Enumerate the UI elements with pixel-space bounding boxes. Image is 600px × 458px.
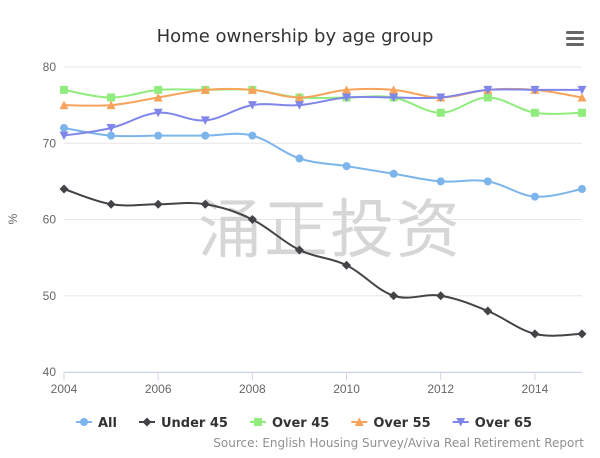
legend-item[interactable]: All bbox=[76, 416, 117, 431]
series bbox=[59, 85, 587, 339]
data-point[interactable] bbox=[201, 131, 210, 140]
data-point[interactable] bbox=[483, 177, 492, 186]
hamburger-icon bbox=[566, 31, 584, 34]
data-point[interactable] bbox=[60, 124, 68, 132]
x-tick-label: 2014 bbox=[522, 382, 549, 396]
legend-label: Over 45 bbox=[272, 416, 329, 431]
data-point[interactable] bbox=[106, 124, 116, 133]
y-tick-label: 80 bbox=[43, 60, 57, 74]
data-point[interactable] bbox=[295, 154, 304, 163]
data-point[interactable] bbox=[247, 215, 257, 224]
legend-label: Under 45 bbox=[161, 416, 228, 431]
series-over-65[interactable] bbox=[59, 85, 587, 141]
data-point[interactable] bbox=[107, 131, 116, 140]
x-tick-label: 2004 bbox=[51, 382, 78, 396]
series-line[interactable] bbox=[63, 88, 582, 137]
data-point[interactable] bbox=[342, 85, 352, 94]
data-point[interactable] bbox=[342, 260, 352, 270]
series-line[interactable] bbox=[63, 127, 583, 198]
data-point[interactable] bbox=[153, 199, 163, 209]
data-point[interactable] bbox=[59, 184, 69, 194]
data-point[interactable] bbox=[483, 93, 492, 102]
data-point[interactable] bbox=[436, 93, 446, 103]
data-point[interactable] bbox=[483, 306, 493, 316]
series-all[interactable] bbox=[60, 124, 586, 201]
data-point[interactable] bbox=[578, 108, 586, 117]
x-tick-label: 2010 bbox=[333, 382, 360, 396]
y-tick-label: 60 bbox=[43, 213, 57, 227]
data-point[interactable] bbox=[530, 108, 539, 117]
chart-credit[interactable]: Source: English Housing Survey/Aviva Rea… bbox=[213, 436, 584, 450]
data-point[interactable] bbox=[106, 199, 116, 209]
legend-marker[interactable] bbox=[253, 418, 262, 426]
data-point[interactable] bbox=[153, 93, 163, 102]
y-tick-label: 40 bbox=[43, 365, 57, 379]
data-point[interactable] bbox=[577, 85, 587, 95]
legend-item[interactable]: Over 45 bbox=[249, 416, 329, 431]
data-point[interactable] bbox=[200, 85, 210, 94]
data-point[interactable] bbox=[154, 85, 163, 94]
data-point[interactable] bbox=[530, 192, 539, 201]
legend-item[interactable]: Under 45 bbox=[138, 416, 228, 431]
data-point[interactable] bbox=[294, 101, 304, 110]
y-axis-label: % bbox=[6, 213, 20, 224]
legend-label: Over 65 bbox=[475, 416, 532, 431]
data-point[interactable] bbox=[153, 108, 163, 118]
data-point[interactable] bbox=[483, 85, 493, 95]
data-point[interactable] bbox=[436, 177, 445, 186]
data-point[interactable] bbox=[60, 85, 68, 94]
chart-menu-button[interactable] bbox=[562, 27, 588, 51]
legend: All Under 45 Over 45 Over 55 Over 65 bbox=[76, 416, 532, 431]
legend-marker[interactable] bbox=[80, 418, 88, 426]
legend-label: All bbox=[98, 416, 117, 431]
data-point[interactable] bbox=[107, 93, 116, 102]
data-point[interactable] bbox=[59, 131, 69, 141]
data-point[interactable] bbox=[294, 93, 304, 102]
y-tick-label: 70 bbox=[43, 136, 57, 150]
data-point[interactable] bbox=[389, 93, 399, 103]
chart-title: Home ownership by age group bbox=[157, 26, 434, 47]
data-point[interactable] bbox=[247, 101, 257, 110]
data-point[interactable] bbox=[247, 85, 257, 94]
data-point[interactable] bbox=[436, 291, 446, 301]
data-point[interactable] bbox=[389, 85, 399, 94]
series-line[interactable] bbox=[63, 88, 583, 115]
data-point[interactable] bbox=[530, 329, 540, 339]
watermark-text: 涌正投资 bbox=[198, 194, 462, 268]
data-point[interactable] bbox=[342, 93, 352, 103]
legend-marker[interactable] bbox=[142, 417, 152, 427]
data-point[interactable] bbox=[577, 93, 587, 102]
data-point[interactable] bbox=[200, 199, 210, 209]
data-point[interactable] bbox=[106, 100, 116, 110]
data-point[interactable] bbox=[389, 291, 399, 301]
data-point[interactable] bbox=[577, 329, 587, 339]
data-point[interactable] bbox=[59, 100, 69, 110]
data-point[interactable] bbox=[530, 85, 540, 95]
legend-label: Over 55 bbox=[373, 416, 430, 431]
legend-item[interactable]: Over 55 bbox=[351, 416, 431, 431]
legend-item[interactable]: Over 65 bbox=[452, 416, 532, 431]
x-tick-label: 2008 bbox=[239, 382, 266, 396]
x-tick-label: 2006 bbox=[145, 382, 172, 396]
legend-marker[interactable] bbox=[354, 417, 364, 427]
data-point[interactable] bbox=[389, 169, 398, 178]
data-point[interactable] bbox=[200, 116, 210, 125]
data-point[interactable] bbox=[154, 131, 163, 140]
series-under-45[interactable] bbox=[59, 184, 587, 339]
data-point[interactable] bbox=[436, 108, 445, 117]
data-point[interactable] bbox=[294, 245, 304, 255]
x-tick-label: 2012 bbox=[427, 382, 454, 396]
data-point[interactable] bbox=[248, 131, 257, 140]
y-tick-label: 50 bbox=[43, 289, 57, 303]
data-point[interactable] bbox=[578, 185, 586, 193]
data-point[interactable] bbox=[342, 162, 351, 171]
axes: 40 50 60 70 80 2004 2006 2008 2010 2012 2014 bbox=[43, 60, 582, 396]
legend-marker[interactable] bbox=[456, 418, 466, 427]
